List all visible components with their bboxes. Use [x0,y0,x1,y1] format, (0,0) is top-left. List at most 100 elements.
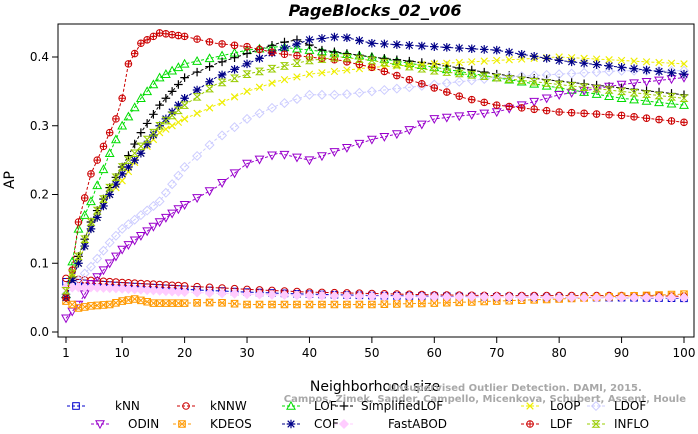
marker [579,292,590,303]
marker [604,292,615,303]
marker [155,29,164,37]
marker [617,87,627,96]
marker [142,119,152,128]
marker [329,89,340,100]
marker [354,291,365,302]
marker [124,162,133,172]
marker [173,170,184,181]
marker [192,93,202,101]
marker [480,98,489,107]
marker [526,420,534,428]
marker [516,292,527,303]
marker [142,86,153,96]
marker [530,105,538,113]
series-layer [60,29,690,324]
marker [167,286,178,297]
marker [124,296,133,304]
marker [266,102,278,113]
marker [591,67,602,78]
marker [167,87,177,96]
marker [354,55,364,63]
marker [317,45,327,55]
marker [316,89,327,100]
marker [105,300,114,309]
marker [517,104,526,112]
marker [217,179,228,188]
marker [417,41,427,51]
marker [366,86,377,97]
marker [279,290,290,301]
marker [192,194,203,204]
y-tick-label: 0.2 [30,188,49,202]
marker [338,418,350,430]
marker [99,142,108,151]
marker [142,205,153,216]
marker [318,300,326,309]
marker [148,222,159,232]
marker [641,95,652,105]
marker [118,94,126,102]
marker [230,41,239,50]
marker [217,70,227,80]
marker [135,93,146,103]
marker [592,60,601,69]
marker [479,72,489,81]
marker [123,111,134,121]
marker [430,60,439,68]
marker [137,39,145,47]
marker [230,53,239,62]
marker [205,77,214,87]
marker [429,66,439,75]
marker [230,93,239,101]
marker [218,40,226,48]
marker [529,70,540,81]
marker [173,106,183,115]
marker [442,68,452,76]
marker [205,298,214,307]
marker [148,285,159,296]
marker [605,56,613,64]
marker [255,45,264,54]
marker [367,38,377,48]
marker [148,128,158,137]
marker [80,235,90,243]
marker [180,115,189,123]
plot-area-border [57,23,695,338]
marker [130,139,139,149]
marker [149,32,158,41]
series-lof [61,42,689,298]
marker [74,218,83,226]
marker [392,60,402,69]
marker [341,143,352,153]
marker [136,128,146,137]
marker [117,283,128,294]
marker [74,304,83,312]
marker [441,78,452,89]
marker [554,292,565,303]
marker [217,130,228,141]
marker [180,93,189,103]
legend-label: LoOP [550,399,581,413]
marker [504,292,515,303]
marker [174,31,183,40]
marker [641,292,652,303]
marker [85,261,96,272]
marker [229,288,240,299]
x-tick-label: 60 [427,346,442,360]
marker [592,55,601,63]
marker [418,80,426,88]
legend-label: COF [314,417,339,431]
marker [342,49,352,58]
marker [505,56,513,64]
marker [217,57,227,67]
marker [242,113,253,124]
marker [193,299,201,307]
marker [130,49,139,58]
legend-label: ODIN [128,417,159,431]
marker [254,155,265,165]
marker [93,156,102,164]
marker [178,420,186,428]
marker [204,53,215,63]
marker [442,88,451,96]
